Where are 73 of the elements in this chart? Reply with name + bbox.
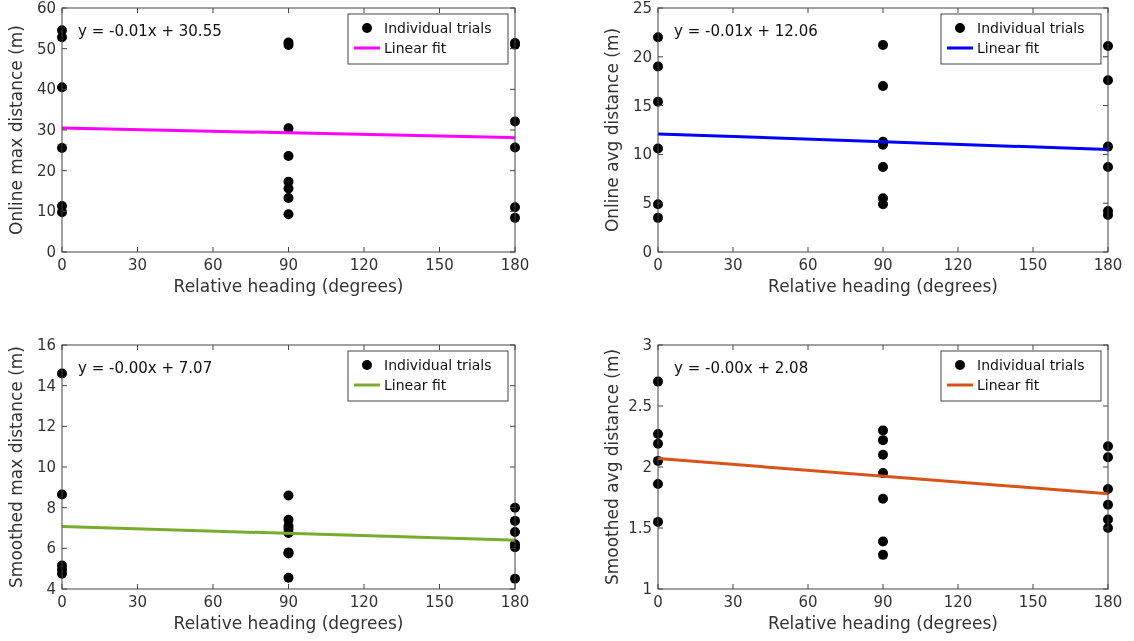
y-tick-label: 1.5 (628, 519, 652, 537)
y-axis-title: Online max distance (m) (6, 25, 26, 235)
y-tick-label: 16 (36, 336, 56, 354)
x-axis-title: Relative heading (degrees) (173, 276, 404, 296)
y-tick-label: 14 (36, 376, 56, 395)
x-tick-label: 180 (1093, 256, 1123, 274)
x-tick-label: 30 (127, 256, 148, 274)
x-tick-label: 90 (278, 593, 299, 611)
annotation: y = -0.01x + 12.06 (674, 22, 818, 40)
y-tick-label: 8 (46, 498, 56, 517)
x-tick-label: 30 (127, 593, 148, 611)
x-tick-label: 0 (57, 593, 67, 611)
y-tick-label: 10 (36, 458, 56, 476)
x-tick-label: 60 (798, 256, 818, 274)
x-tick-label: 120 (349, 256, 379, 274)
x-axis-title: Relative heading (degrees) (768, 613, 998, 633)
y-tick-label: 0 (642, 243, 652, 261)
x-tick-label: 90 (873, 593, 893, 611)
x-tick-label: 150 (425, 256, 454, 274)
x-tick-label: 120 (943, 256, 973, 274)
legend-label: Linear fit (977, 40, 1040, 56)
x-tick-label: 0 (653, 593, 663, 611)
x-tick-label: 30 (723, 256, 743, 274)
annotation: y = -0.00x + 7.07 (78, 359, 213, 377)
x-tick-label: 60 (203, 256, 223, 274)
x-tick-label: 0 (57, 256, 67, 274)
x-tick-label: 0 (653, 256, 663, 274)
y-tick-label: 6 (46, 539, 56, 558)
y-tick-label: 2.5 (628, 397, 652, 415)
legend-label: Individual trials (977, 357, 1085, 373)
y-tick-label: 50 (36, 39, 56, 58)
y-tick-label: 30 (36, 121, 56, 139)
legend-label: Individual trials (384, 357, 492, 373)
y-tick-label: 3 (642, 336, 652, 354)
x-tick-label: 60 (203, 593, 223, 611)
y-tick-label: 2 (642, 458, 652, 476)
legend-label: Individual trials (384, 20, 492, 36)
x-axis-title: Relative heading (degrees) (173, 613, 404, 633)
x-tick-label: 150 (425, 593, 454, 611)
x-tick-label: 180 (1093, 593, 1123, 611)
x-tick-label: 120 (943, 593, 973, 611)
x-tick-label: 90 (278, 256, 299, 274)
legend-label: Linear fit (384, 40, 447, 56)
x-tick-label: 180 (500, 256, 530, 274)
y-tick-label: 0 (46, 243, 56, 261)
y-tick-label: 4 (46, 580, 56, 598)
legend-label: Individual trials (977, 20, 1085, 36)
x-tick-label: 150 (1018, 593, 1048, 611)
x-tick-label: 150 (1018, 256, 1048, 274)
x-tick-label: 90 (873, 256, 893, 274)
y-tick-label: 1 (642, 580, 652, 598)
y-tick-label: 10 (632, 145, 652, 164)
y-tick-label: 60 (36, 0, 56, 17)
y-tick-label: 10 (36, 202, 56, 221)
annotation: y = -0.00x + 2.08 (674, 359, 809, 377)
y-tick-label: 15 (632, 96, 652, 115)
x-tick-label: 180 (500, 593, 530, 611)
y-tick-label: 25 (632, 0, 652, 17)
y-tick-label: 40 (36, 80, 56, 99)
y-tick-label: 20 (632, 47, 652, 66)
y-tick-label: 20 (36, 161, 56, 180)
x-axis-title: Relative heading (degrees) (768, 276, 998, 296)
y-tick-label: 5 (642, 194, 652, 213)
y-axis-title: Smoothed max distance (m) (6, 346, 26, 588)
y-tick-label: 12 (36, 417, 56, 436)
y-axis-title: Smoothed avg distance (m) (602, 348, 622, 586)
y-axis-title: Online avg distance (m) (602, 27, 622, 233)
x-tick-label: 120 (349, 593, 379, 611)
annotation: y = -0.01x + 30.55 (78, 22, 222, 40)
legend-label: Linear fit (977, 377, 1040, 393)
x-tick-label: 30 (723, 593, 743, 611)
legend-label: Linear fit (384, 377, 447, 393)
x-tick-label: 60 (798, 593, 818, 611)
